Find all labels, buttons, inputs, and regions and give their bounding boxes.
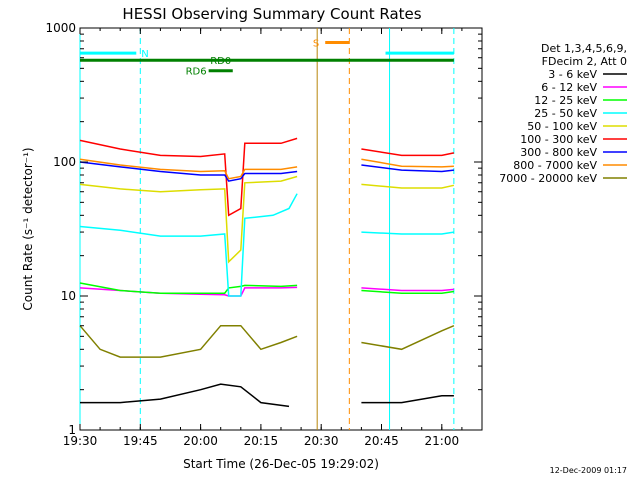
legend: Det 1,3,4,5,6,9,FDecim 2, Att 03 - 6 keV… [499, 42, 627, 185]
footer-timestamp: 12-Dec-2009 01:17 [550, 466, 627, 475]
legend-entry-label: 7000 - 20000 keV [499, 172, 597, 185]
series-line [79, 137, 298, 217]
series-line [361, 164, 454, 173]
series-line [361, 231, 455, 235]
y-axis: 1 10 100 1000 [45, 21, 482, 437]
legend-entry-label: 3 - 6 keV [548, 68, 597, 81]
legend-entry-label: 100 - 300 keV [520, 133, 597, 146]
legend-entry-label: 12 - 25 keV [534, 94, 597, 107]
series-line [361, 395, 454, 404]
legend-entry-label: 25 - 50 keV [534, 107, 597, 120]
series-line [361, 183, 455, 189]
chart-title: HESSI Observing Summary Count Rates [122, 5, 421, 23]
y-tick-label: 1 [68, 423, 76, 437]
series-layer [79, 137, 455, 408]
x-tick-label: 20:15 [244, 434, 279, 448]
vertical-markers [79, 28, 455, 430]
annotation-label: S [313, 38, 319, 49]
x-tick-label: 20:30 [304, 434, 339, 448]
series-line [79, 161, 298, 182]
series-line [79, 193, 298, 297]
series-line [79, 158, 298, 180]
legend-header: Det 1,3,4,5,6,9, [541, 42, 627, 55]
legend-entry-label: 300 - 800 keV [520, 146, 597, 159]
legend-entry-label: 50 - 100 keV [527, 120, 597, 133]
annotation-label: N [141, 49, 148, 60]
series-line [361, 325, 455, 351]
y-tick-label: 10 [61, 289, 76, 303]
x-tick-label: 19:30 [63, 434, 98, 448]
x-tick-label: 19:45 [123, 434, 158, 448]
y-tick-label: 1000 [45, 21, 76, 35]
series-line [361, 158, 454, 168]
series-line [361, 287, 454, 292]
annotation-label: RD6 [186, 67, 207, 78]
series-line [79, 324, 298, 358]
legend-entry-label: 800 - 7000 keV [513, 159, 597, 172]
series-line [361, 148, 455, 157]
y-tick-label: 100 [53, 155, 76, 169]
x-tick-label: 21:00 [425, 434, 460, 448]
series-line [79, 282, 298, 294]
x-tick-label: 20:00 [183, 434, 218, 448]
series-line [80, 383, 290, 408]
y-axis-label: Count Rate (s⁻¹ detector⁻¹) [21, 147, 35, 310]
legend-header: FDecim 2, Att 0 [542, 55, 627, 68]
series-line [79, 175, 298, 264]
x-tick-label: 20:45 [364, 434, 399, 448]
annotation-label: RD0 [210, 56, 231, 67]
x-axis-label: Start Time (26-Dec-05 19:29:02) [183, 457, 379, 471]
series-line [361, 289, 455, 294]
x-axis: 19:30 19:45 20:00 20:15 20:30 20:45 21:00 [63, 28, 483, 448]
legend-entry-label: 6 - 12 keV [541, 81, 597, 94]
